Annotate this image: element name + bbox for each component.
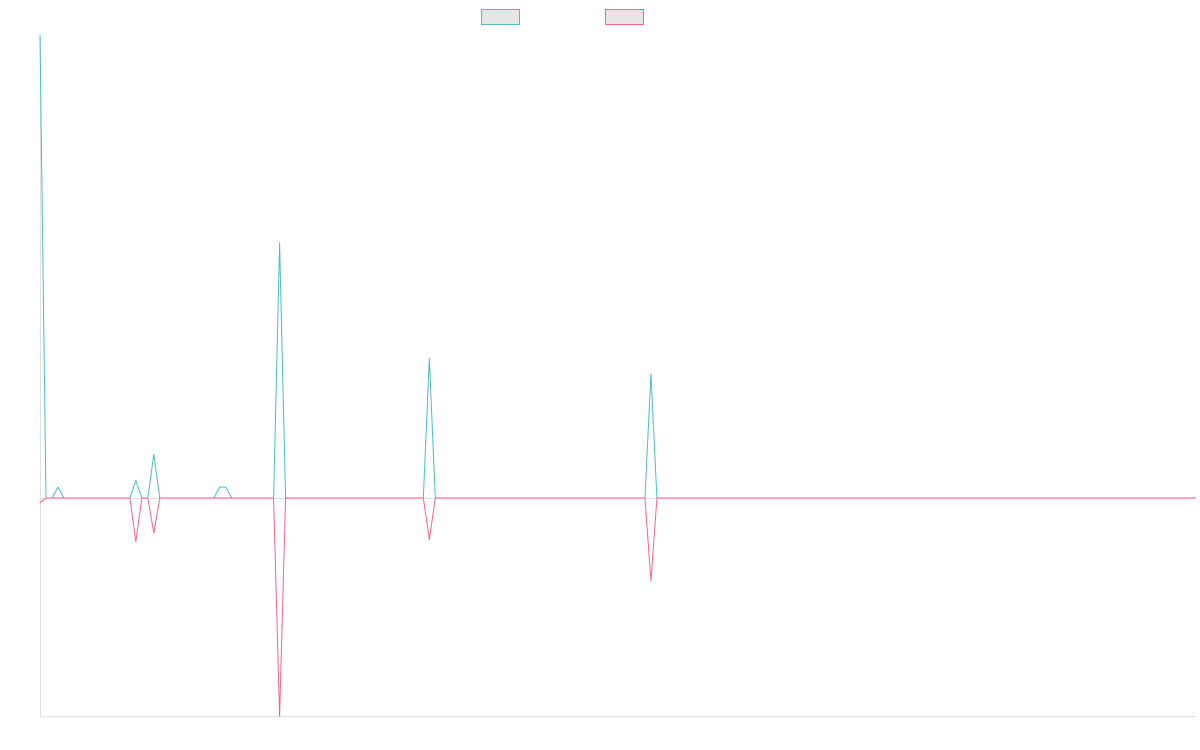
series-1-point[interactable]: [39, 35, 41, 37]
series-2-line: [39, 497, 1196, 717]
legend-swatch-series-2[interactable]: [605, 9, 644, 25]
legend-swatch-series-1[interactable]: [481, 9, 520, 25]
series-1-point[interactable]: [57, 486, 59, 488]
series-1-point[interactable]: [428, 357, 430, 360]
series-2-point[interactable]: [135, 541, 137, 543]
series-1-point[interactable]: [219, 486, 221, 488]
series-1-point[interactable]: [225, 486, 227, 488]
series-1-point[interactable]: [153, 453, 155, 456]
series-1-point[interactable]: [650, 373, 652, 375]
legend: [0, 9, 1200, 27]
series-2-point[interactable]: [153, 532, 155, 534]
series-layer: [39, 35, 1196, 717]
series-2-point[interactable]: [278, 715, 281, 717]
series-1-line: [39, 35, 1196, 499]
series-2-point[interactable]: [39, 501, 41, 504]
series-2-point[interactable]: [428, 538, 430, 541]
series-2-point[interactable]: [650, 580, 652, 582]
series-1-point[interactable]: [278, 242, 281, 244]
series-1-point[interactable]: [135, 480, 137, 482]
